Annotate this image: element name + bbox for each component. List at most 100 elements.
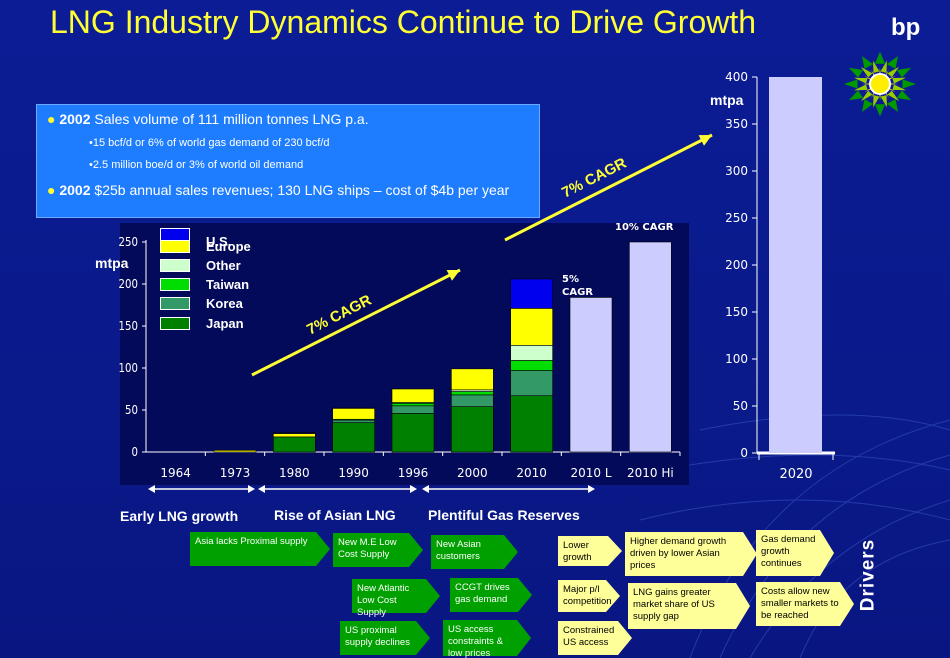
- legend-item-taiwan: Taiwan: [160, 277, 249, 292]
- cagr-5-label-line2: CAGR: [562, 287, 593, 298]
- chart-left-x-tick-label: 2010 L: [570, 466, 611, 480]
- info-bullet-2-text: $25b annual sales revenues; 130 LNG ship…: [90, 182, 510, 198]
- bar-segment-europe: [213, 450, 257, 453]
- driver-yellow-arrow-shape-3: [558, 580, 620, 612]
- logo-petal: [860, 66, 873, 78]
- chart-left-x-tick-label: 2000: [457, 466, 488, 480]
- bar-segment-europe: [391, 388, 435, 403]
- logo-petal: [853, 77, 868, 84]
- phase-arrow-early-left-head-icon: [148, 485, 155, 493]
- chart-right-y-tick-label: 350: [725, 117, 748, 131]
- legend-swatch: [160, 317, 190, 330]
- logo-petal: [886, 55, 898, 69]
- driver-green-text-5: US proximal supply declines: [345, 625, 410, 648]
- chart-left-y-tick-label: 200: [119, 277, 138, 291]
- bar-segment-us: [332, 407, 375, 409]
- driver-yellow-arrow-shape-5: [756, 582, 854, 626]
- driver-green-text-0: Asia lacks Proximal supply: [195, 536, 308, 547]
- legend-label: Korea: [206, 296, 243, 311]
- driver-yellow-arrow-shape-2: [756, 530, 834, 576]
- chart-right-y-label: mtpa: [710, 92, 744, 108]
- info-box: ● 2002 Sales volume of 111 million tonne…: [36, 104, 540, 218]
- info-bullet-2: ● 2002 $25b annual sales revenues; 130 L…: [47, 181, 533, 199]
- chart-right-y-tick-label: 200: [725, 258, 748, 272]
- chart-left-x-tick-label: 2010 Hi: [627, 466, 674, 480]
- phase-arrow-asian-left-head-icon: [258, 485, 265, 493]
- driver-yellow-arrow-shape-0: [558, 536, 622, 566]
- bar-segment-total: [569, 297, 613, 453]
- chart-right-y-tick-label: 300: [725, 164, 748, 178]
- driver-green-arrow-shape-3: [352, 579, 440, 613]
- logo-petal: [848, 67, 864, 78]
- logo-petal: [862, 55, 874, 69]
- phase-arrow-asian-right-head-icon: [410, 485, 417, 493]
- chart-left-y-tick-label: 250: [119, 235, 138, 249]
- logo-petal: [896, 90, 912, 101]
- logo-petal: [880, 95, 888, 108]
- phase-arrow-early-right-head-icon: [248, 485, 255, 493]
- chart-right-y-tick-label: 100: [725, 352, 748, 366]
- legend-swatch: [160, 259, 190, 272]
- info-bullet-1-year: 2002: [59, 111, 91, 127]
- chart-left-x-tick-label: 1990: [338, 466, 369, 480]
- bullet-dot-icon: ●: [47, 111, 56, 127]
- chart-right-y-tick-label: 0: [740, 446, 748, 460]
- bp-logo-text: bp: [891, 14, 921, 41]
- driver-yellow-arrow-shape-6: [558, 621, 632, 655]
- legend-item-japan: Japan: [160, 316, 244, 331]
- driver-yellow-text-0: Lower growth: [563, 540, 592, 563]
- driver-yellow-text-2: Gas demand growth continues: [761, 534, 816, 569]
- chart-left-y-label: mtpa: [95, 255, 129, 271]
- chart-left-x-tick-label: 1980: [279, 466, 310, 480]
- chart-left-x-tick-label: 1973: [220, 466, 251, 480]
- slide-title: LNG Industry Dynamics Continue to Drive …: [50, 4, 757, 40]
- legend-swatch: [160, 297, 190, 310]
- cagr-10-label: 10% CAGR: [615, 222, 674, 233]
- legend-label: U.S.: [206, 234, 232, 249]
- driver-green-arrow-shape-4: [450, 578, 532, 612]
- driver-yellow-arrow-shape-4: [628, 583, 750, 629]
- drivers-title: Drivers: [857, 530, 896, 620]
- info-sub-bullet-1: •15 bcf/d or 6% of world gas demand of 2…: [89, 137, 330, 149]
- logo-petal: [886, 99, 898, 113]
- chart-left-y-tick-label: 0: [132, 445, 138, 459]
- cagr-5-label: 5% CAGR: [562, 274, 593, 298]
- cagr-5-label-line1: 5%: [562, 274, 579, 285]
- driver-yellow-text-5: Costs allow new smaller markets to be re…: [761, 586, 839, 621]
- driver-green-arrow-shape-2: [431, 535, 518, 569]
- logo-petal: [902, 79, 916, 89]
- chart-right-y-tick-label: 250: [725, 211, 748, 225]
- bullet-dot-icon: ●: [47, 182, 56, 198]
- chart-right-y-tick-label: 400: [725, 70, 748, 84]
- legend-label: Japan: [206, 316, 244, 331]
- legend-label: Other: [206, 258, 241, 273]
- logo-petal: [874, 104, 886, 117]
- cagr-arrow-1-head-icon: [446, 270, 460, 281]
- phase-rise-of-asian-lng: Rise of Asian LNG: [274, 507, 396, 523]
- chart-left-x-tick-label: 2010: [516, 466, 547, 480]
- legend-item-other: Other: [160, 258, 241, 273]
- logo-petal: [862, 99, 874, 113]
- cagr-arrow-2: [504, 133, 713, 242]
- chart-left-y-tick-label: 100: [119, 361, 138, 375]
- phase-early-lng-growth: Early LNG growth: [120, 508, 239, 524]
- bar-segment-japan: [332, 422, 375, 453]
- chart-left-y-tick-label: 150: [119, 319, 138, 333]
- phase-arrow-plentiful-left-head-icon: [422, 485, 429, 493]
- info-sub-bullet-2: •2.5 million boe/d or 3% of world oil de…: [89, 159, 304, 171]
- driver-green-text-2: New Asian customers: [436, 539, 481, 562]
- bp-helios-logo-icon: [844, 51, 916, 117]
- driver-green-text-4: CCGT drives gas demand: [455, 582, 510, 605]
- driver-green-text-6: US access constraints & low prices: [448, 624, 503, 658]
- logo-petal: [844, 79, 858, 89]
- chart-left-x-tick-label: 1964: [160, 466, 191, 480]
- driver-green-arrow-shape-6: [443, 620, 531, 656]
- legend-swatch: [160, 240, 190, 253]
- bar-segment-total: [629, 241, 672, 453]
- logo-petal: [872, 60, 880, 73]
- driver-yellow-text-1: Higher demand growth driven by lower Asi…: [630, 536, 727, 571]
- legend-swatch: [160, 278, 190, 291]
- legend-item-europe: Europe: [160, 239, 251, 254]
- driver-green-text-3: New Atlantic Low Cost Supply: [357, 583, 410, 618]
